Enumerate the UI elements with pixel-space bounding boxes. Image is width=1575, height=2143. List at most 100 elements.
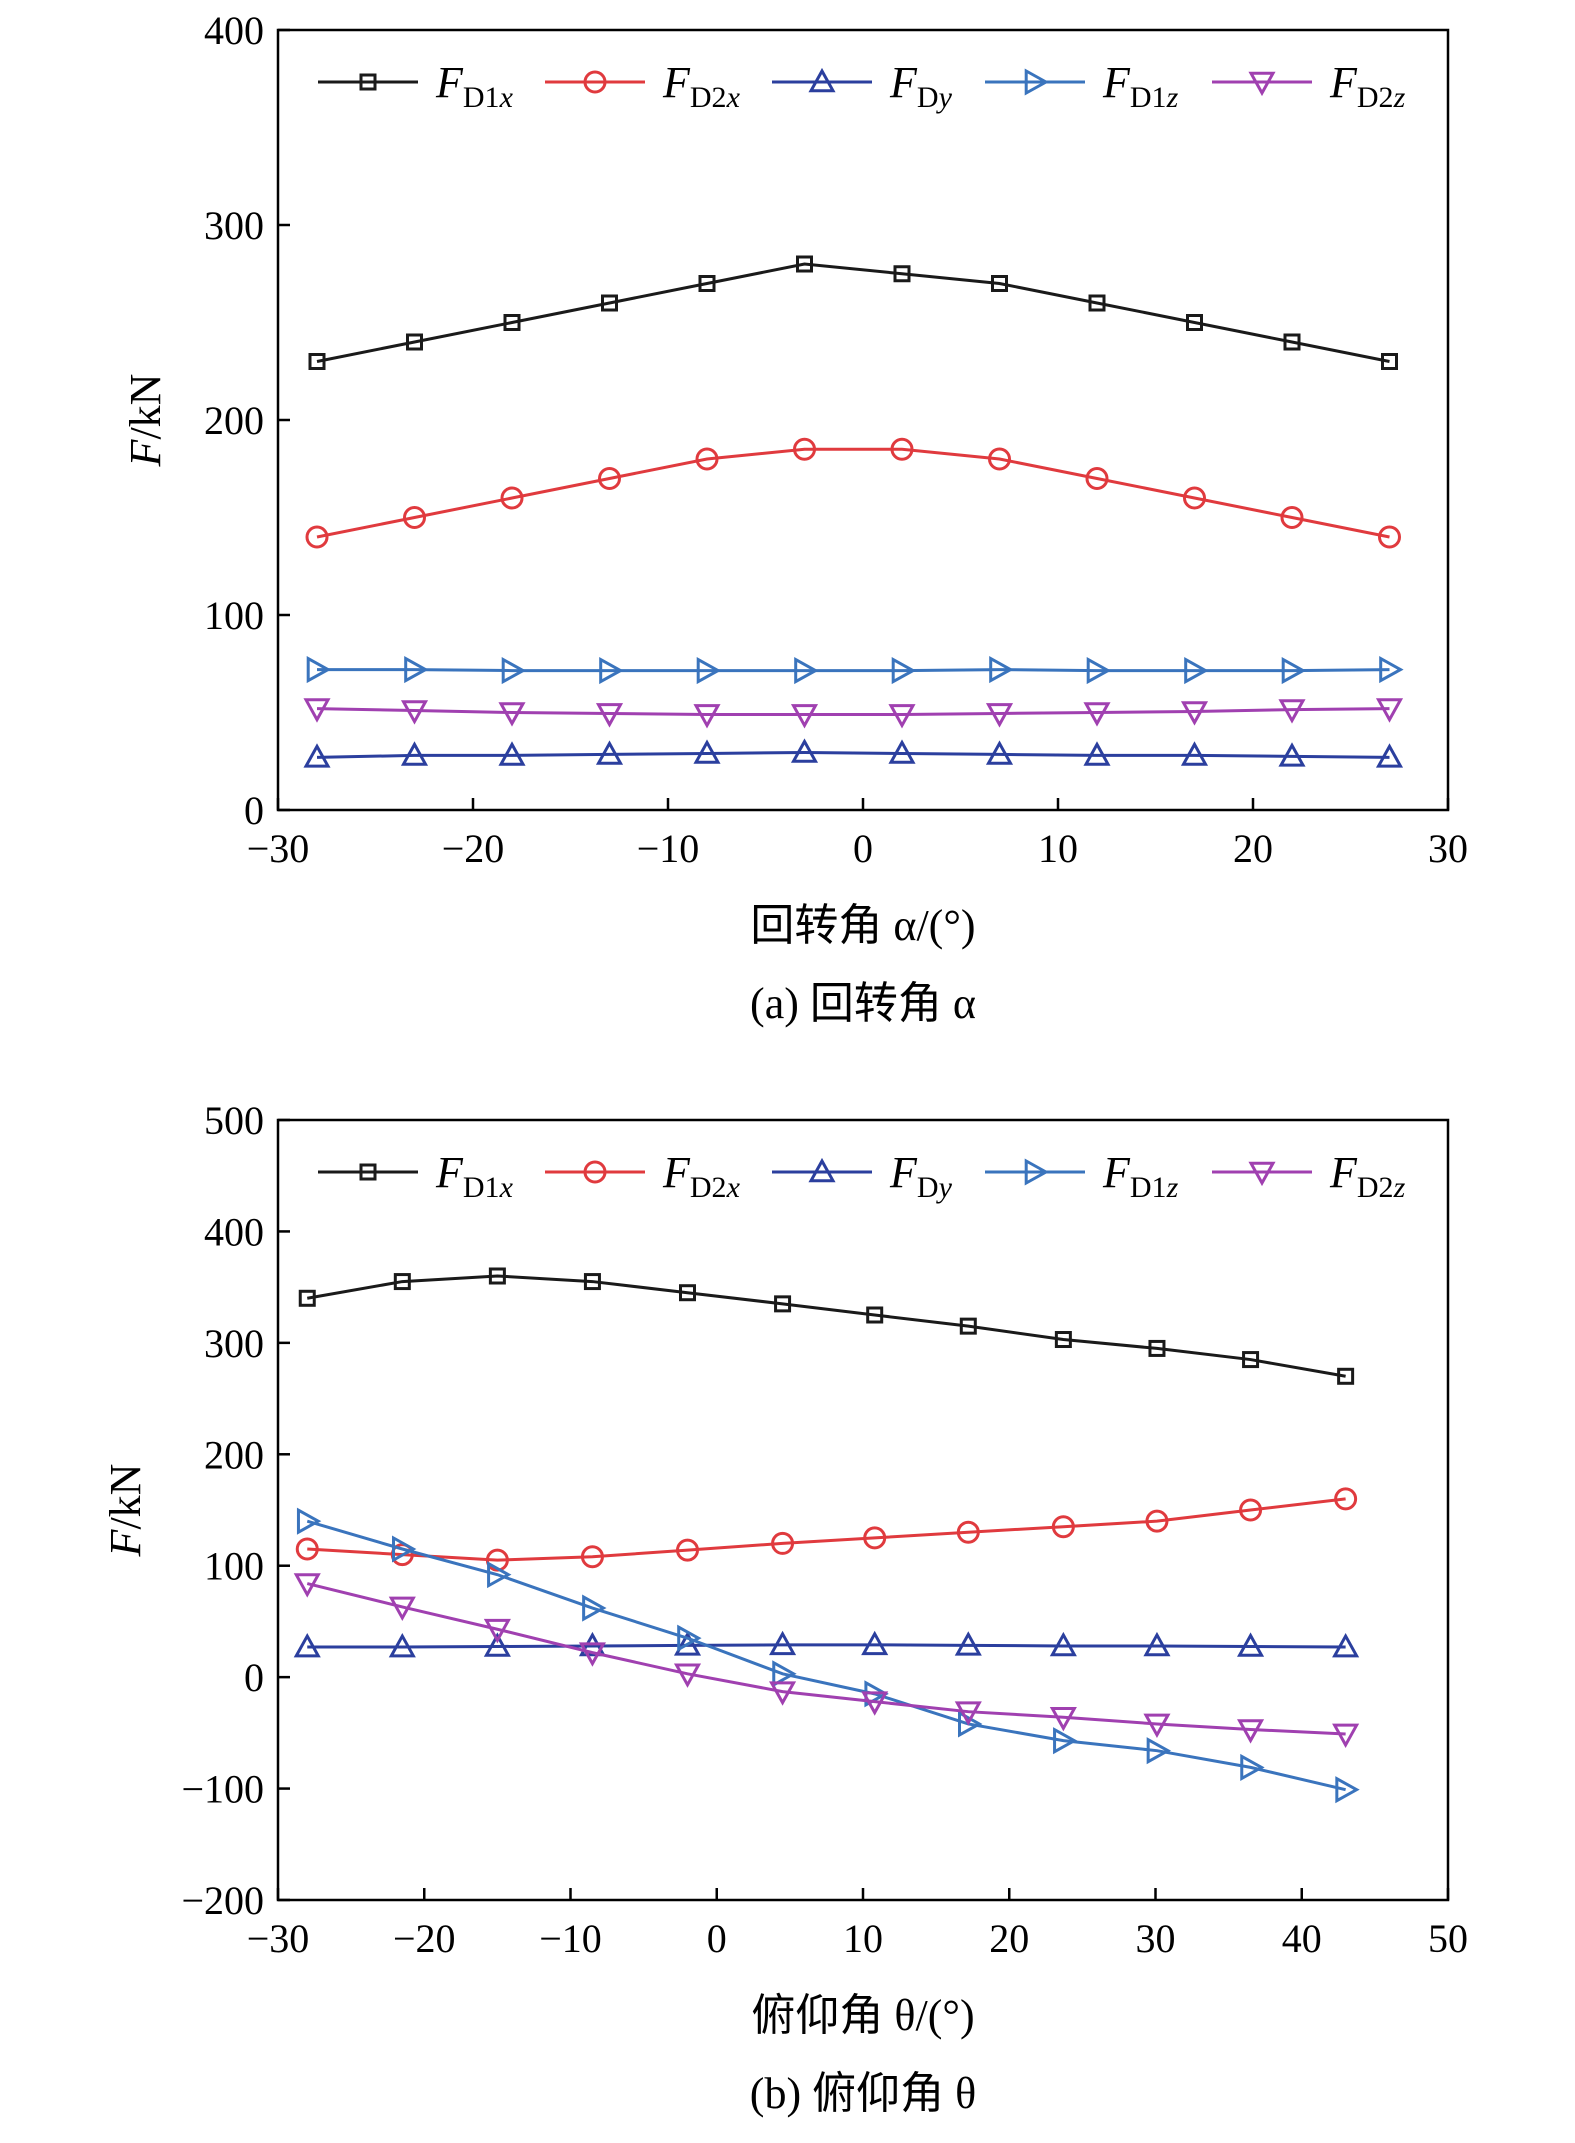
panel-a-point-FDy bbox=[1180, 741, 1209, 766]
panel-a-legend-item-FDy: FDy bbox=[772, 58, 953, 114]
panel-b-point-FD2z bbox=[578, 1642, 606, 1667]
panel-b-y-tick-label: −200 bbox=[181, 1878, 264, 1923]
panel-a-x-tick-label: 30 bbox=[1428, 826, 1468, 871]
panel-b-series-FD2z bbox=[293, 1573, 1360, 1749]
panel-a-point-FD1x bbox=[991, 275, 1008, 292]
panel-a-point-FD2z bbox=[1083, 702, 1111, 727]
panel-b-point-FD1x bbox=[488, 1267, 506, 1285]
panel-a-point-FDy bbox=[888, 739, 916, 764]
panel-b-series bbox=[293, 1267, 1360, 1804]
panel-a-y-tick-label: 400 bbox=[204, 8, 264, 53]
panel-a-line-FD1x bbox=[316, 262, 1390, 363]
panel-b-y-axis-label: F/kN bbox=[101, 1464, 150, 1558]
panel-a-point-FD2x bbox=[403, 506, 426, 529]
panel-b-point-FD1x bbox=[1242, 1351, 1260, 1369]
panel-b-y-tick-label: −100 bbox=[181, 1767, 264, 1812]
panel-a-point-FD2x bbox=[1183, 486, 1206, 510]
panel-a-series-FD1z bbox=[306, 656, 1404, 685]
panel-b-legend-marker bbox=[1024, 1158, 1050, 1186]
panel-a-point-FD1x bbox=[503, 314, 521, 331]
panel-b-legend: FD1x FD2x FDy FD1z FD2z bbox=[318, 1148, 1406, 1204]
panel-b-legend-item-FDy: FDy bbox=[772, 1148, 953, 1204]
panel-b-point-FDy bbox=[1237, 1632, 1265, 1657]
panel-b-point-FD1x bbox=[1148, 1339, 1166, 1357]
panel-a-legend-label: FD2x bbox=[662, 58, 741, 114]
panel-a-point-FD1z bbox=[1281, 657, 1307, 685]
panel-a-point-FD2z bbox=[303, 698, 331, 723]
panel-a-y-tick-label: 0 bbox=[244, 788, 264, 833]
panel-a-point-FD1x bbox=[698, 275, 716, 292]
panel-a-point-FD2x bbox=[598, 467, 621, 490]
panel-b-point-FD2x bbox=[771, 1531, 795, 1555]
panel-b-line-FDy bbox=[307, 1643, 1346, 1649]
panel-a-point-FD1x bbox=[406, 333, 423, 351]
panel-a-line-FDy bbox=[316, 750, 1390, 759]
panel-b-point-FD1z bbox=[582, 1594, 607, 1622]
panel-a-x-tick-label: 10 bbox=[1038, 826, 1078, 871]
panel-b-point-FD1x bbox=[1054, 1331, 1072, 1349]
panel-b-point-FDy bbox=[861, 1630, 889, 1656]
panel-b-point-FD1x bbox=[583, 1273, 601, 1291]
panel-a-point-FDy bbox=[985, 740, 1014, 765]
panel-b-y-tick-label: 100 bbox=[204, 1544, 264, 1589]
panel-b-x-tick-label: −20 bbox=[393, 1916, 456, 1961]
panel-b-x-tick-label: 40 bbox=[1282, 1916, 1322, 1961]
panel-b-point-FDy bbox=[1143, 1631, 1171, 1657]
panel-a-point-FD1z bbox=[1086, 657, 1112, 685]
panel-b-legend-marker bbox=[359, 1163, 377, 1181]
panel-b-legend-item-FD2z: FD2z bbox=[1212, 1148, 1406, 1204]
panel-a-point-FD1x bbox=[893, 265, 911, 283]
panel-a-point-FD1z bbox=[404, 656, 429, 684]
panel-b-point-FD2z bbox=[673, 1663, 702, 1688]
panel-b-point-FD2z bbox=[293, 1573, 321, 1598]
panel-a-point-FD2z bbox=[693, 704, 721, 729]
panel-b-point-FD1x bbox=[393, 1273, 411, 1291]
panel-b-point-FDy bbox=[1049, 1631, 1077, 1657]
panel-b-legend-item-FD1z: FD1z bbox=[985, 1148, 1179, 1204]
panel-a-point-FD1x bbox=[1283, 333, 1301, 351]
panel-a-point-FD2x bbox=[695, 447, 719, 471]
panel-b-ticks: −30 −20 −10 0 10 20 30 40 50−200−100010020030040… bbox=[181, 1098, 1468, 1961]
panel-b-point-FD2z bbox=[1143, 1713, 1171, 1739]
panel-b-point-FDy bbox=[1332, 1632, 1360, 1658]
panel-b-point-FD2z bbox=[388, 1596, 416, 1622]
panel-a-x-tick-label: 20 bbox=[1233, 826, 1273, 871]
panel-a-legend-item-FD1z: FD1z bbox=[985, 58, 1179, 114]
panel-a-point-FD1x bbox=[796, 255, 813, 273]
panel-a-x-tick-label: −10 bbox=[637, 826, 700, 871]
panel-a-line-FD2z bbox=[316, 707, 1390, 716]
panel-a-legend-label: FD1x bbox=[435, 58, 514, 114]
panel-a-point-FD1z bbox=[794, 657, 819, 685]
panel-b-legend-label: FD2x bbox=[662, 1148, 741, 1204]
panel-b-point-FD1z bbox=[1240, 1753, 1265, 1781]
panel-a-line-FD1z bbox=[317, 668, 1390, 673]
panel-a-point-FD1z bbox=[989, 656, 1014, 684]
panel-a-point-FDy bbox=[400, 741, 429, 766]
panel-a-legend-item-FD2x: FD2x bbox=[545, 58, 741, 114]
panel-a-point-FD1z bbox=[1379, 656, 1404, 684]
panel-a-point-FD2z bbox=[1278, 699, 1306, 724]
panel-b-legend-label: FD1z bbox=[1102, 1148, 1179, 1204]
panel-a-point-FD1x bbox=[601, 294, 618, 312]
panel-a-point-FD2z bbox=[1375, 698, 1404, 723]
panel-b-point-FD2x bbox=[295, 1537, 319, 1561]
panel-a-point-FD1z bbox=[306, 656, 332, 684]
panel-b-line-FD2z bbox=[306, 1582, 1346, 1736]
panel-b-point-FD1z bbox=[1335, 1776, 1360, 1804]
panel-b-legend-label: FD2z bbox=[1329, 1148, 1406, 1204]
panel-b-point-FDy bbox=[954, 1631, 982, 1656]
panel-a-point-FD2z bbox=[985, 703, 1014, 728]
panel-b-chart: −30 −20 −10 0 10 20 30 40 50−200−100010020030040… bbox=[101, 1098, 1468, 2118]
panel-b-line-FD1z bbox=[306, 1519, 1346, 1792]
panel-a-y-axis-label: F/kN bbox=[121, 374, 170, 468]
panel-b-point-FD2x bbox=[580, 1545, 604, 1569]
panel-b-legend-marker bbox=[808, 1157, 836, 1183]
panel-b-point-FD2x bbox=[863, 1526, 887, 1550]
panel-a-point-FD2x bbox=[500, 486, 524, 510]
panel-b-point-FD1z bbox=[677, 1624, 702, 1652]
panel-a-point-FD1z bbox=[696, 657, 722, 685]
panel-b-point-FD2z bbox=[483, 1618, 511, 1644]
